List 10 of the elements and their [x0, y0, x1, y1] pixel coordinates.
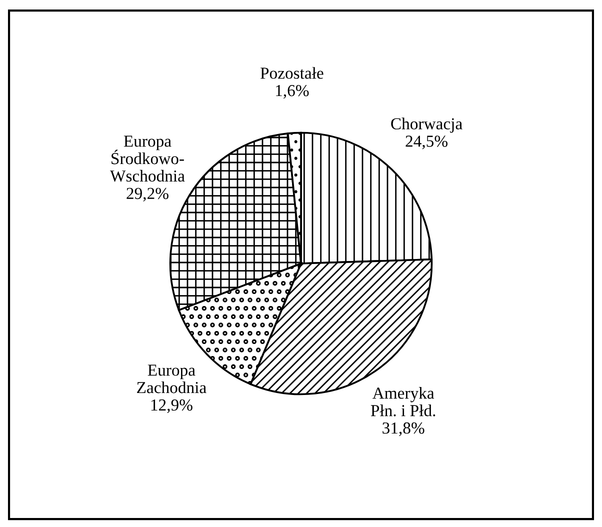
data-label: 24,5% — [406, 136, 448, 150]
data-label: 12,9% — [151, 399, 192, 414]
data-label: 1,6% — [276, 84, 309, 99]
data-label: 29,2% — [126, 188, 168, 202]
slice-label: Pozostałe — [260, 67, 324, 79]
slice-label: Europa Środkowo- Wschodnia — [110, 136, 185, 182]
slice-label: Europa Zachodnia — [137, 364, 206, 394]
slice-label: Ameryka Płn. i Płd. — [370, 387, 436, 416]
data-label: 31,8% — [382, 422, 424, 436]
slice-label: Chorwacja — [391, 118, 462, 133]
